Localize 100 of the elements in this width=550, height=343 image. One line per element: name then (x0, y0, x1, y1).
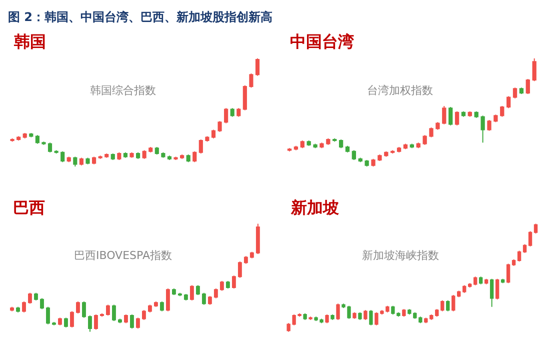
candlestick (300, 140, 304, 149)
candlestick (88, 315, 92, 332)
candlestick (500, 105, 504, 118)
candlestick (454, 110, 460, 126)
candlestick (202, 292, 206, 306)
candlestick (54, 150, 58, 154)
candlestick (526, 78, 530, 95)
candlestick (519, 87, 524, 95)
candlestick (142, 310, 146, 320)
candlestick (255, 58, 260, 76)
candlestick (123, 152, 128, 158)
candlestick (186, 154, 190, 163)
candlestick (250, 251, 254, 259)
candlestick (16, 306, 20, 313)
candlestick (190, 284, 194, 301)
candlestick (198, 138, 203, 154)
candlestick (495, 278, 500, 300)
candlestick (70, 310, 74, 328)
candlestick (232, 275, 236, 290)
candlestick (42, 141, 46, 146)
candlestick (110, 152, 115, 160)
candlestick (218, 120, 222, 132)
candlestick (480, 115, 485, 144)
candlestick (172, 288, 176, 296)
candlestick (440, 300, 444, 312)
candlestick (79, 157, 84, 166)
candlestick (528, 230, 532, 247)
candlestick (154, 146, 159, 156)
candlestick (473, 276, 478, 286)
candlestick (532, 58, 536, 82)
candlestick (352, 312, 356, 320)
candlestick (256, 223, 260, 254)
candlestick (52, 322, 56, 326)
candlestick (167, 155, 172, 160)
candlestick (230, 108, 234, 118)
text: 图 2：韩国、中国台湾、巴西、新加坡股指创新高 (8, 10, 273, 24)
candlestick (512, 258, 516, 266)
candlestick (506, 96, 511, 109)
candlestick (487, 119, 492, 132)
candlestick (474, 110, 478, 118)
candlestick (352, 150, 356, 160)
candlestick (76, 301, 80, 314)
candlestick (16, 136, 21, 142)
candlestick (242, 84, 247, 111)
candlestick (236, 108, 241, 118)
candlestick (112, 304, 116, 322)
annotation: 新加坡海峡指数 (362, 249, 439, 262)
candlestick (34, 292, 38, 301)
candlestick (118, 318, 122, 324)
candlestick (303, 312, 307, 320)
candlestick (148, 146, 153, 153)
candlestick (60, 150, 65, 163)
candlestick (22, 132, 27, 139)
candlestick (416, 142, 420, 149)
candlestick (73, 156, 78, 167)
candlestick (336, 303, 340, 320)
candlestick (224, 108, 228, 124)
chart-title: 新加坡 (290, 198, 340, 217)
candlestick (306, 140, 311, 146)
annotation: 台湾加权指数 (367, 84, 433, 97)
candlestick (106, 304, 110, 316)
candlestick (211, 129, 216, 139)
candlestick (130, 152, 134, 158)
candlestick (442, 105, 446, 125)
candlestick (461, 110, 466, 118)
candlestick (452, 294, 456, 312)
candlestick (100, 312, 104, 318)
candlestick (326, 138, 330, 146)
annotation: 韩国综合指数 (90, 84, 156, 97)
annotation: 巴西IBOVESPA指数 (74, 249, 172, 262)
candlestick (435, 308, 439, 318)
candlestick (517, 250, 522, 262)
candlestick (124, 314, 128, 324)
chart-title: 中国台湾 (290, 32, 354, 51)
candlestick (130, 314, 134, 330)
candlestick (364, 310, 368, 320)
candlestick (98, 155, 102, 160)
candlestick (154, 301, 158, 308)
candlestick (512, 87, 518, 99)
candlestick (468, 282, 472, 288)
candlestick (390, 150, 395, 154)
candlestick (94, 314, 98, 330)
candlestick (220, 280, 224, 292)
chart-title: 韩国 (13, 32, 46, 51)
candlestick (430, 314, 434, 320)
candlestick (468, 110, 472, 118)
candlestick (48, 142, 52, 153)
candlestick (142, 150, 146, 160)
candlestick (494, 114, 498, 123)
candlestick (166, 288, 170, 312)
candlestick (208, 296, 212, 306)
candlestick (40, 298, 44, 310)
candlestick (174, 156, 178, 160)
candlestick (180, 154, 184, 160)
candlestick (82, 301, 86, 318)
candlestick (506, 263, 510, 284)
candlestick (345, 145, 350, 153)
candlestick (490, 278, 494, 308)
candlestick (396, 146, 402, 153)
candlestick (10, 138, 14, 142)
